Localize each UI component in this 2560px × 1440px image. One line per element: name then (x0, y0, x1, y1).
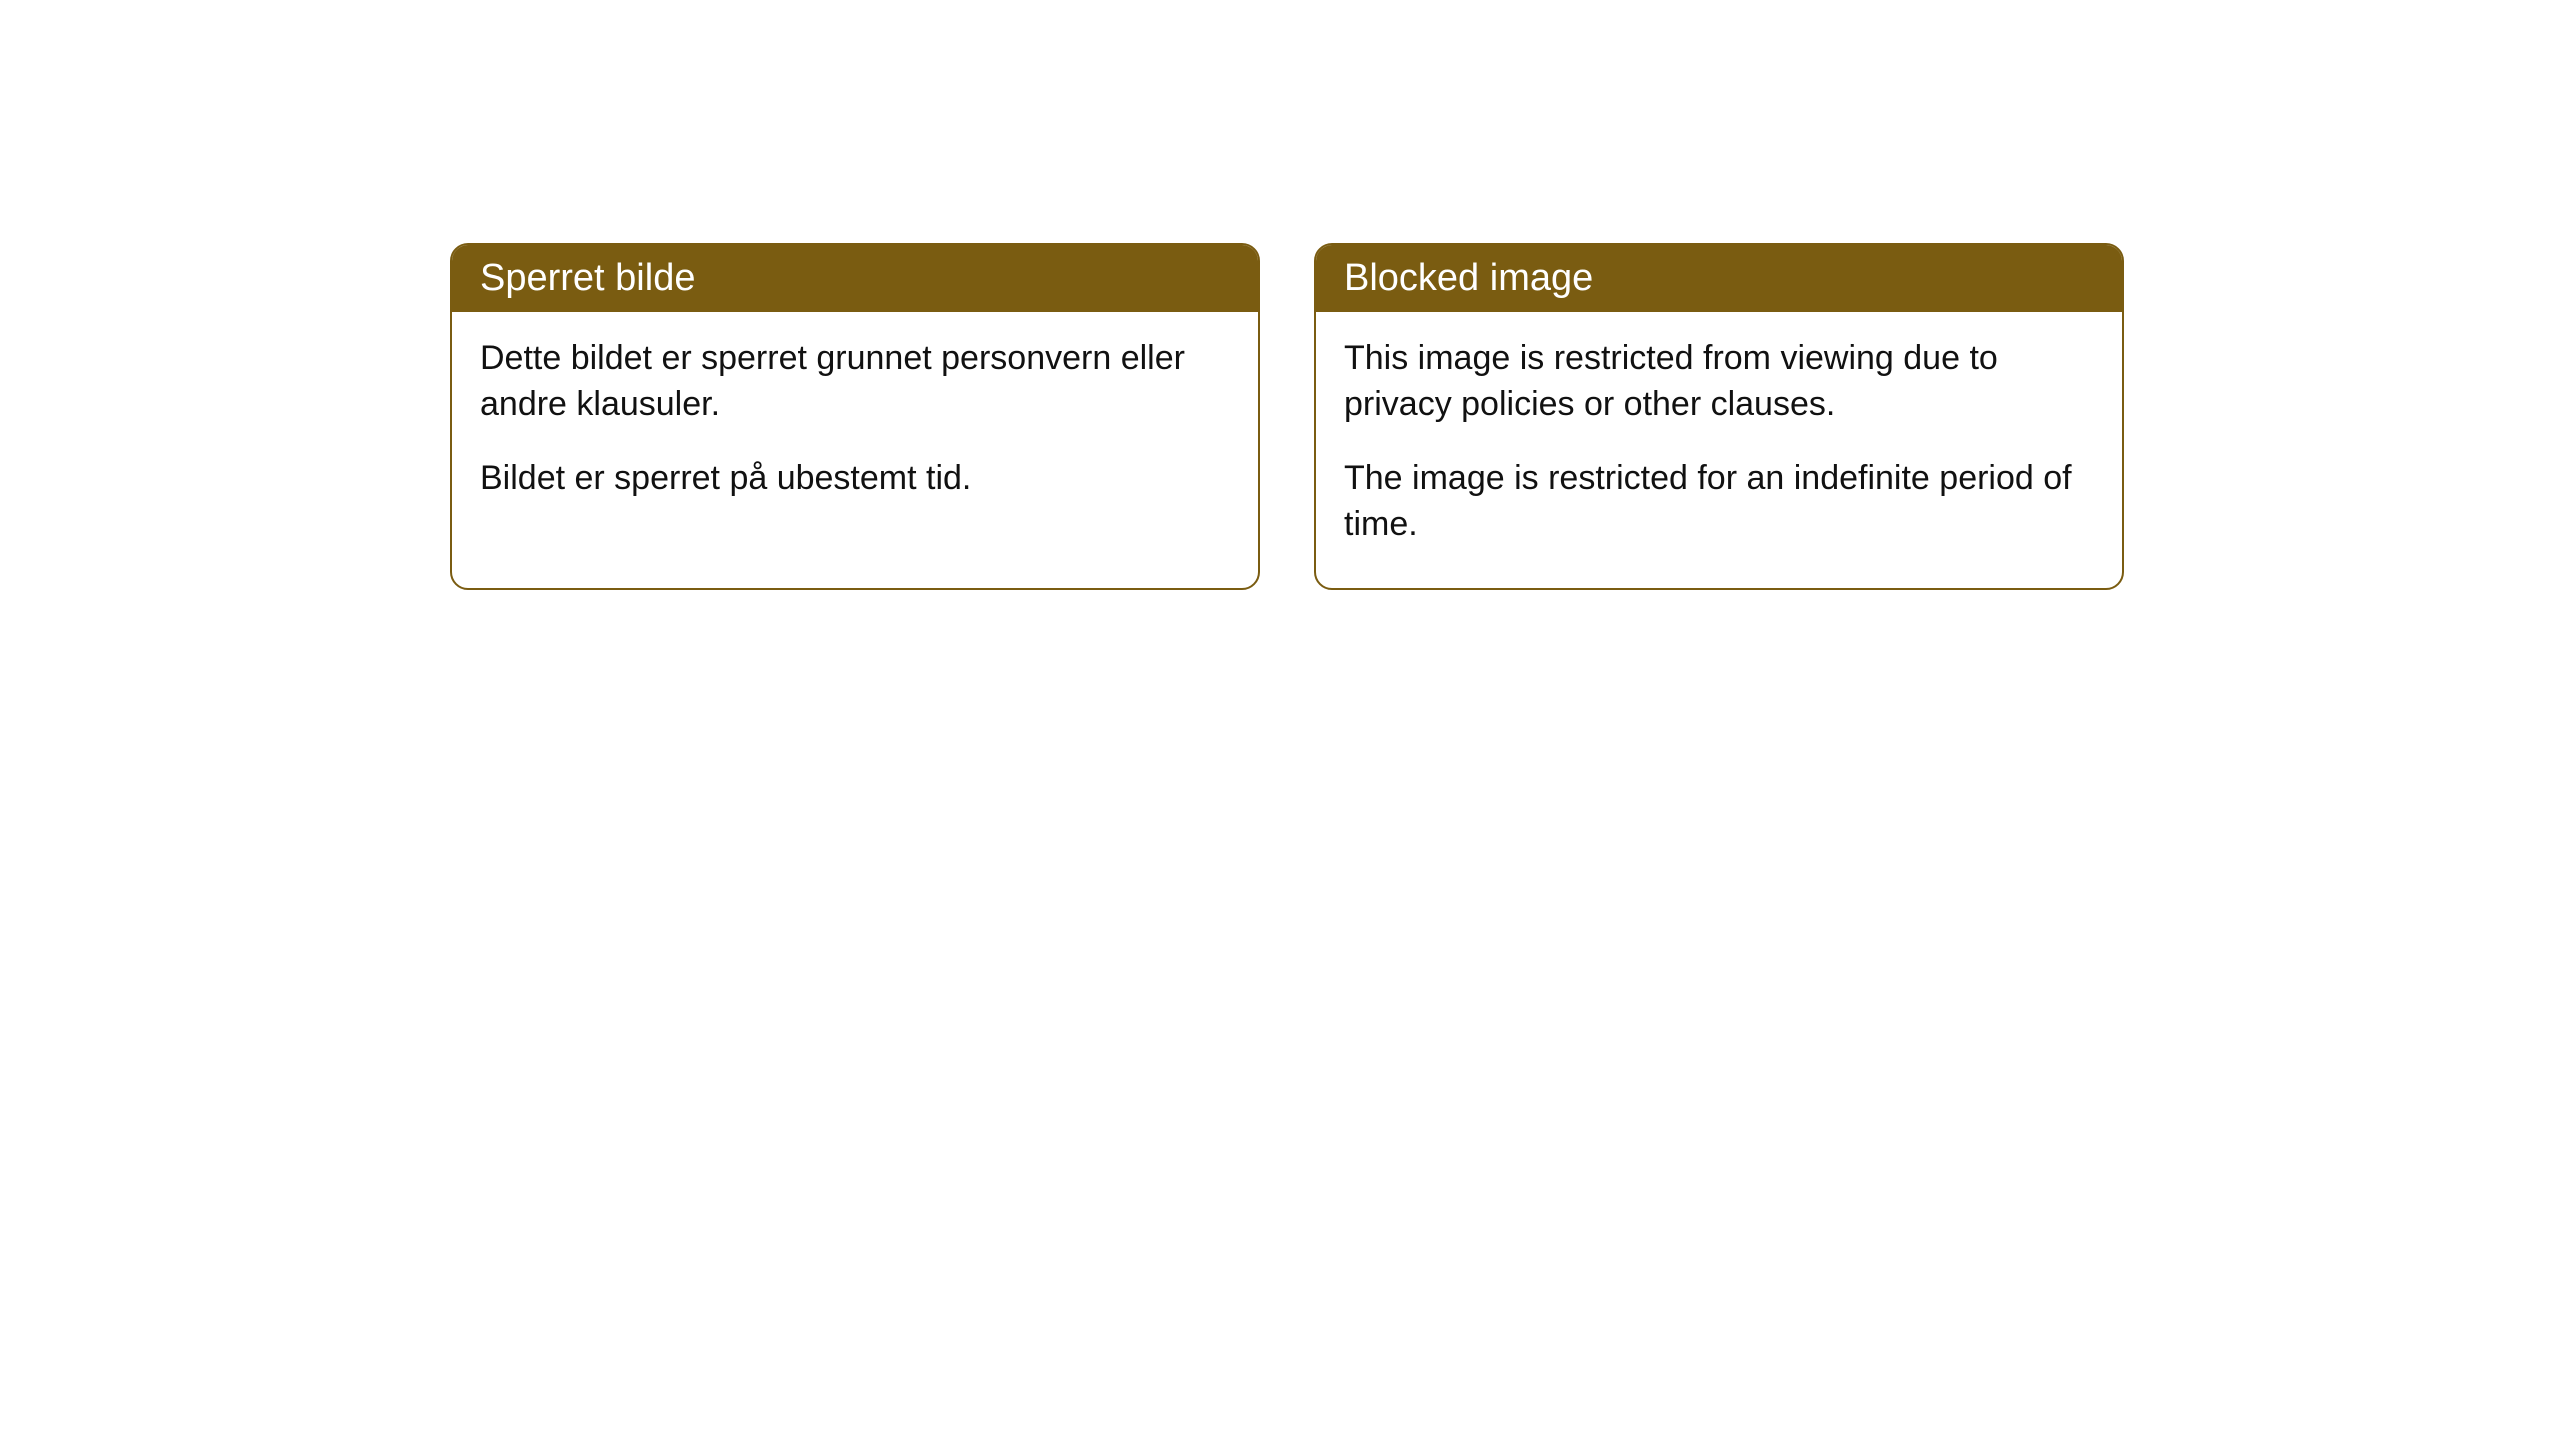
card-paragraph: Dette bildet er sperret grunnet personve… (480, 336, 1230, 428)
card-title: Sperret bilde (480, 257, 695, 299)
blocked-image-card-norwegian: Sperret bilde Dette bildet er sperret gr… (450, 243, 1260, 590)
card-paragraph: Bildet er sperret på ubestemt tid. (480, 456, 1230, 502)
card-paragraph: The image is restricted for an indefinit… (1344, 456, 2094, 548)
card-body: Dette bildet er sperret grunnet personve… (452, 312, 1258, 542)
notice-cards-container: Sperret bilde Dette bildet er sperret gr… (450, 243, 2124, 590)
card-header: Blocked image (1316, 245, 2122, 312)
blocked-image-card-english: Blocked image This image is restricted f… (1314, 243, 2124, 590)
card-paragraph: This image is restricted from viewing du… (1344, 336, 2094, 428)
card-body: This image is restricted from viewing du… (1316, 312, 2122, 588)
card-header: Sperret bilde (452, 245, 1258, 312)
card-title: Blocked image (1344, 257, 1593, 299)
